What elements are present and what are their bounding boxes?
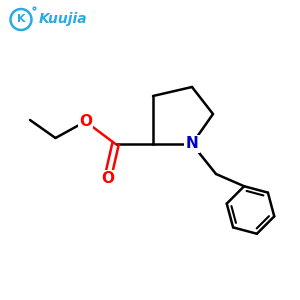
Text: O: O [79,114,92,129]
Text: N: N [186,136,198,152]
Text: K: K [17,14,25,25]
Text: O: O [101,171,115,186]
Text: Kuujia: Kuujia [39,13,88,26]
